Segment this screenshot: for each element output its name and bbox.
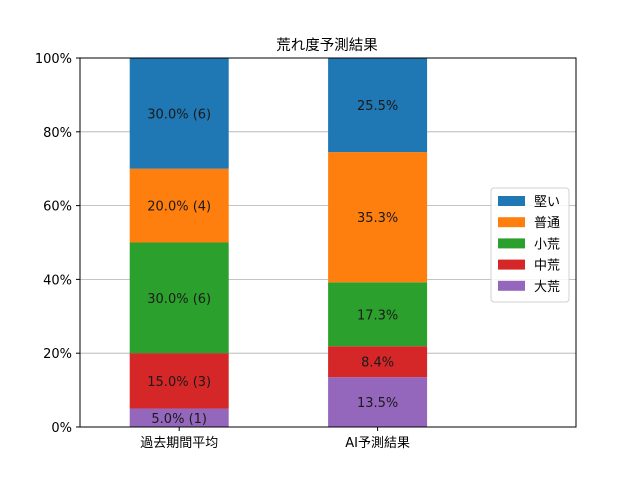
y-tick-label: 100% (35, 52, 72, 67)
x-tick-label: AI予測結果 (345, 436, 410, 451)
legend-swatch (498, 196, 525, 206)
legend-label: 普通 (534, 216, 560, 231)
y-tick-label: 0% (51, 421, 72, 436)
y-tick-label: 60% (43, 200, 72, 215)
data-label: 30.0% (6) (147, 107, 211, 122)
legend-swatch (498, 259, 525, 270)
legend-box (490, 187, 570, 303)
data-label: 25.5% (357, 99, 398, 114)
bar-segment (328, 58, 428, 153)
y-tick-label: 80% (43, 126, 72, 141)
legend-swatch (498, 238, 525, 249)
bars (129, 58, 428, 427)
data-label: 15.0% (3) (147, 375, 211, 390)
x-tick-label: 過去期間平均 (140, 436, 218, 451)
data-label: 20.0% (4) (147, 200, 211, 215)
chart-title: 荒れ度予測結果 (276, 37, 378, 54)
axes: 0% 20% 40% 60% 80% 100% 過去期間平均 AI予測結果 (35, 52, 577, 451)
data-label: 13.5% (357, 396, 398, 411)
y-tick-label: 20% (43, 347, 72, 362)
legend-swatch (498, 280, 525, 291)
data-label: 30.0% (6) (147, 292, 211, 307)
bar-segment (129, 168, 229, 243)
legend-swatch (498, 217, 525, 228)
y-tick-label: 40% (43, 273, 72, 288)
data-label: 5.0% (1) (151, 412, 207, 427)
legend-label: 小荒 (534, 237, 560, 252)
plot-frame (79, 57, 577, 428)
legend-label: 大荒 (534, 280, 560, 295)
data-label: 35.3% (357, 211, 398, 226)
bar-segment (129, 242, 229, 354)
bar-segment (129, 353, 229, 409)
bar-segment (328, 377, 428, 427)
legend-label: 堅い (534, 195, 560, 210)
bar-segment (129, 58, 229, 169)
bar-segment (328, 152, 428, 283)
data-labels: 5.0% (1) 15.0% (3) 30.0% (6) 20.0% (4) 30.0%… (147, 99, 398, 427)
legend-label: 中荒 (534, 259, 560, 274)
bar-segment (328, 282, 428, 347)
bar-segment (328, 346, 428, 378)
data-label: 8.4% (361, 356, 394, 371)
bar-segment (129, 408, 229, 427)
data-label: 17.3% (357, 308, 398, 323)
